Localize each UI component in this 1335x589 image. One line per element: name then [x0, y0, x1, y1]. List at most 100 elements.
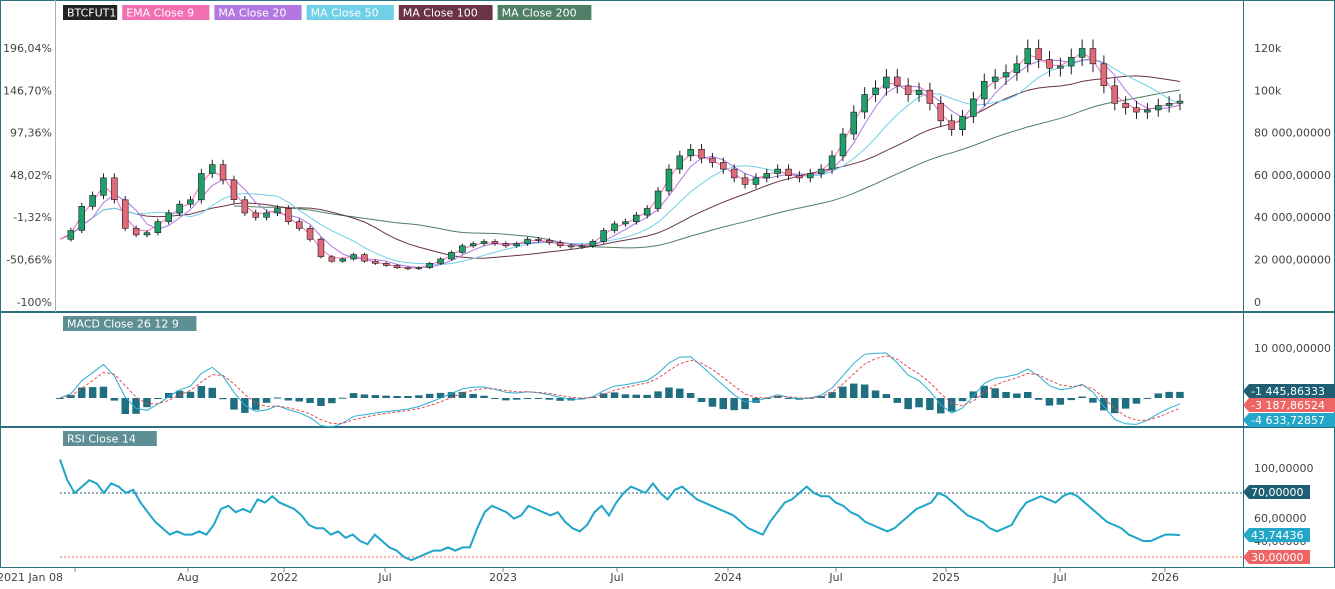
- candle-body: [904, 85, 912, 95]
- candle: [709, 152, 716, 168]
- candle-body: [893, 76, 901, 87]
- candle-body: [502, 243, 510, 247]
- candle-body: [676, 155, 683, 170]
- candle: [372, 259, 379, 265]
- candle-body: [448, 252, 455, 260]
- rsi-value-text: 70,00000: [1251, 486, 1304, 499]
- candle: [730, 164, 738, 183]
- candle-body: [915, 89, 923, 95]
- candle: [948, 114, 955, 136]
- macd-hist-bar: [447, 392, 456, 398]
- rsi-layer: [59, 459, 1243, 562]
- candle-body: [763, 173, 770, 179]
- rsi-panel-label-text: RSI Close 14: [67, 433, 136, 446]
- macd-hist-bar: [110, 398, 119, 401]
- candle: [274, 205, 281, 217]
- candle: [1057, 57, 1064, 77]
- ma20-line: [59, 58, 1181, 269]
- rsi-value-bg: [1243, 485, 1310, 499]
- candle: [78, 202, 86, 234]
- candle: [198, 168, 205, 204]
- macd-hist-bar: [1013, 393, 1021, 398]
- macd-hist-bar: [56, 398, 64, 399]
- macd-hist-bar: [186, 391, 195, 398]
- macd-hist-bar: [621, 394, 630, 398]
- candle: [209, 159, 216, 179]
- candle: [132, 225, 140, 238]
- macd-panel-frame: [0, 312, 1335, 427]
- left-tick-label: -1,32%: [13, 211, 52, 224]
- candle-body: [437, 258, 444, 264]
- macd-panel-label-bg: [63, 316, 197, 331]
- x-tick-label: Aug: [177, 571, 198, 584]
- candle: [643, 205, 651, 219]
- macd-hist-bar: [969, 391, 978, 398]
- macd-hist-bar: [165, 393, 173, 398]
- candle-body: [361, 254, 368, 262]
- macd-hist-bar: [393, 396, 401, 398]
- candle: [796, 171, 803, 183]
- candle: [1089, 39, 1097, 73]
- candle: [578, 243, 586, 249]
- candle: [654, 187, 662, 212]
- candle-body: [339, 258, 346, 262]
- right-tick-label: 0: [1254, 296, 1261, 309]
- macd-hist-bar: [88, 387, 97, 398]
- rsi-value-tag: 70,00000: [1243, 485, 1310, 499]
- x-tick-label: 2023: [489, 571, 517, 584]
- candle: [513, 241, 520, 248]
- macd-hist-bar: [121, 398, 129, 414]
- candle: [774, 164, 781, 179]
- macd-hist-bar: [436, 392, 445, 398]
- macd-hist-bar: [1176, 391, 1184, 398]
- candle-body: [459, 245, 466, 253]
- candle-body: [252, 212, 260, 218]
- x-tick-label: 2024: [714, 571, 742, 584]
- macd-hist-bar: [371, 395, 380, 398]
- axis-layer: 196,04% 146,70% 97,36% 48,02% -1,32% -50,66% -…: [0, 42, 1335, 584]
- candle-body: [1035, 48, 1042, 60]
- macd-hist-bar: [502, 398, 510, 401]
- candle-body: [709, 157, 716, 163]
- macd-hist-bar: [1034, 398, 1043, 400]
- candle-body: [393, 265, 401, 269]
- candle: [915, 82, 923, 102]
- candle: [241, 196, 249, 217]
- x-tick-label: Jul: [1052, 571, 1066, 584]
- macd-hist-bar: [469, 393, 477, 398]
- candle: [187, 196, 194, 208]
- candle: [785, 164, 792, 181]
- macd-hist-bar: [219, 398, 227, 400]
- candle: [404, 266, 412, 271]
- candle: [480, 239, 488, 246]
- candle: [382, 261, 390, 267]
- candle-body: [187, 199, 194, 205]
- macd-hist-bar: [752, 398, 760, 403]
- candle-body: [382, 262, 390, 266]
- macd-hist-bar: [328, 398, 336, 404]
- right-tick-label: 40 000,00000: [1254, 211, 1331, 224]
- x-tick-label: Jul: [377, 571, 391, 584]
- candle-body: [1100, 63, 1108, 86]
- candle: [741, 173, 749, 189]
- candle-body: [426, 262, 433, 268]
- macd-hist-bar: [208, 387, 216, 398]
- candle-body: [1057, 65, 1064, 69]
- candle-body: [1111, 85, 1119, 104]
- macd-panel-label-text: MACD Close 26 12 9: [67, 318, 179, 331]
- candle: [1155, 98, 1162, 117]
- macd-hist-bar: [937, 398, 945, 414]
- macd-value-tag: -1 445,86333: [1243, 384, 1335, 398]
- rsi-value-bg: [1243, 528, 1310, 542]
- macd-hist-bar: [947, 398, 956, 412]
- candle-body: [122, 199, 129, 229]
- macd-hist-bar: [512, 398, 521, 400]
- macd-hist-bar: [1024, 392, 1032, 398]
- candle-body: [176, 203, 183, 214]
- x-tick-label: 2022: [270, 571, 298, 584]
- macd-hist-bar: [730, 398, 738, 411]
- candle-body: [980, 81, 988, 100]
- candle: [1078, 39, 1086, 66]
